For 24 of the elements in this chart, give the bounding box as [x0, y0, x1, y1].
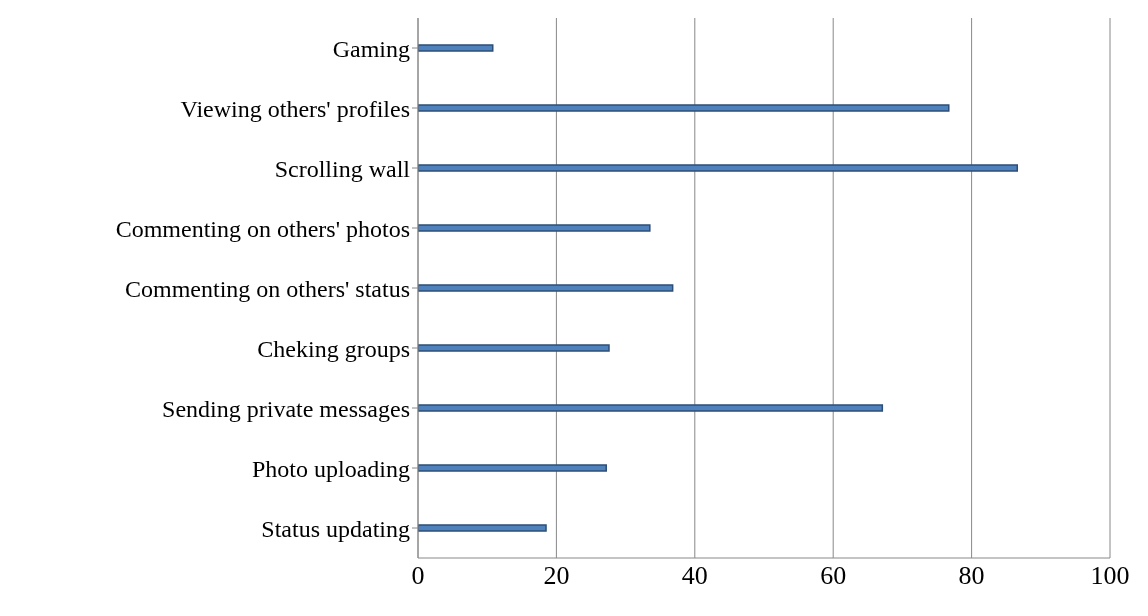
y-tick-label: Sending private messages [162, 395, 410, 422]
x-tick-label: 0 [411, 561, 425, 591]
bar [418, 164, 1019, 172]
bar [418, 104, 950, 112]
bar [418, 524, 547, 532]
y-tick-label: Cheking groups [257, 335, 410, 362]
x-tick-label: 80 [958, 561, 985, 591]
y-tick-label: Viewing others' profiles [180, 95, 410, 122]
x-tick-label: 40 [681, 561, 708, 591]
bar [418, 284, 674, 292]
y-tick-label: Photo uploading [251, 455, 410, 482]
y-tick-label: Scrolling wall [274, 155, 411, 182]
bar [418, 44, 494, 52]
y-tick-label: Commenting on others' photos [115, 215, 410, 242]
bar [418, 464, 607, 472]
y-tick-label: Gaming [332, 35, 410, 62]
bar [418, 404, 884, 412]
bar [418, 224, 651, 232]
x-tick-label: 20 [543, 561, 570, 591]
x-tick-label: 100 [1090, 561, 1130, 591]
y-tick-label: Commenting on others' status [125, 275, 410, 302]
x-tick-label: 60 [820, 561, 847, 591]
y-tick-label: Status updating [261, 515, 410, 542]
bar [418, 344, 610, 352]
